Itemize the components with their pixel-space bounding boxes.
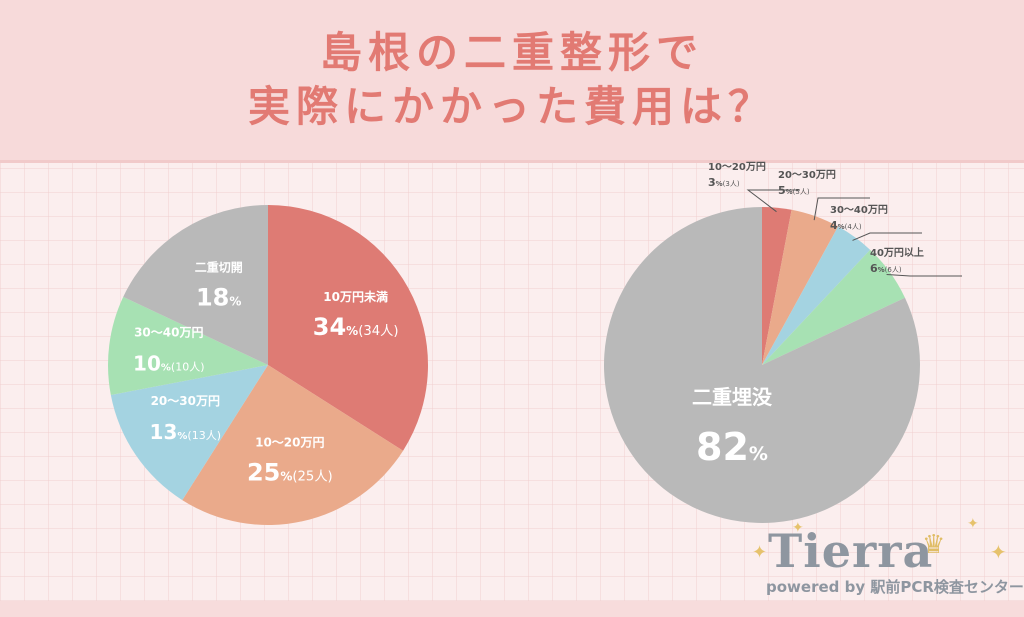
pie1-value-1: 25%(25人)	[247, 459, 333, 487]
pie2-value-3: 6%(6人)	[870, 262, 902, 275]
sparkle-icon: ✦	[792, 520, 804, 536]
pie2-callout-line-0	[746, 189, 800, 213]
logo-tagline: powered by 駅前PCR検査センター	[766, 578, 1024, 596]
pie1-value-4: 18%	[196, 283, 241, 311]
pie1-label-2: 20〜30万円	[151, 394, 220, 408]
pie2-label-0: 10〜20万円	[708, 161, 766, 173]
pie1-label-4: 二重切開	[195, 259, 243, 274]
sparkle-icon: ✦	[990, 540, 1007, 564]
logo: ✦ ✦ ✦ ✦ Tierra ♛ powered by 駅前PCR検査センター	[752, 516, 1024, 600]
pie2-slice-1	[762, 209, 839, 365]
pie2-callout-line-3	[886, 273, 962, 277]
pie1-label-3: 30〜40万円	[134, 325, 203, 339]
pie2-value-4: 82%	[696, 425, 768, 469]
pie1-value-0: 34%(34人)	[313, 313, 399, 341]
logo-wordmark: Tierra	[768, 524, 934, 578]
pie2-slice-0	[762, 207, 792, 365]
pie2-label-4: 二重埋没	[692, 385, 773, 409]
pie2-callout-line-2	[852, 232, 922, 241]
tiara-icon: ♛	[922, 530, 946, 560]
pie2-callout-line-1	[813, 197, 870, 221]
sparkle-icon: ✦	[752, 542, 768, 563]
pie1-slice-1	[182, 365, 404, 525]
title-line-1: 島根の二重整形で	[319, 28, 704, 77]
title-line-2: 実際にかかった費用は？	[247, 82, 776, 131]
pie1-value-2: 13%(13人)	[150, 420, 221, 444]
header: 島根の二重整形で 実際にかかった費用は？	[0, 0, 1024, 163]
pie1-slice-3	[107, 296, 268, 395]
pie2-value-2: 4%(4人)	[830, 219, 862, 232]
pie2-slice-2	[762, 226, 871, 365]
pie2-slice-3	[762, 249, 905, 365]
sparkle-icon: ✦	[967, 516, 979, 532]
pie1-label-1: 10〜20万円	[255, 436, 324, 450]
pie1-slice-2	[110, 365, 268, 501]
pie2-value-1: 5%(5人)	[778, 184, 810, 197]
pie1-label-0: 10万円未満	[323, 289, 388, 304]
pie1-slice-0	[268, 205, 428, 451]
pie2-label-1: 20〜30万円	[778, 169, 836, 181]
pie2-label-2: 30〜40万円	[830, 204, 888, 216]
pie2-label-3: 40万円以上	[870, 246, 924, 259]
footer-band	[0, 601, 1024, 617]
pie2-value-0: 3%(3人)	[708, 176, 740, 189]
pie2-slice-4	[604, 207, 920, 523]
pie1-slice-4	[123, 205, 269, 365]
pie1-value-3: 10%(10人)	[133, 351, 204, 375]
